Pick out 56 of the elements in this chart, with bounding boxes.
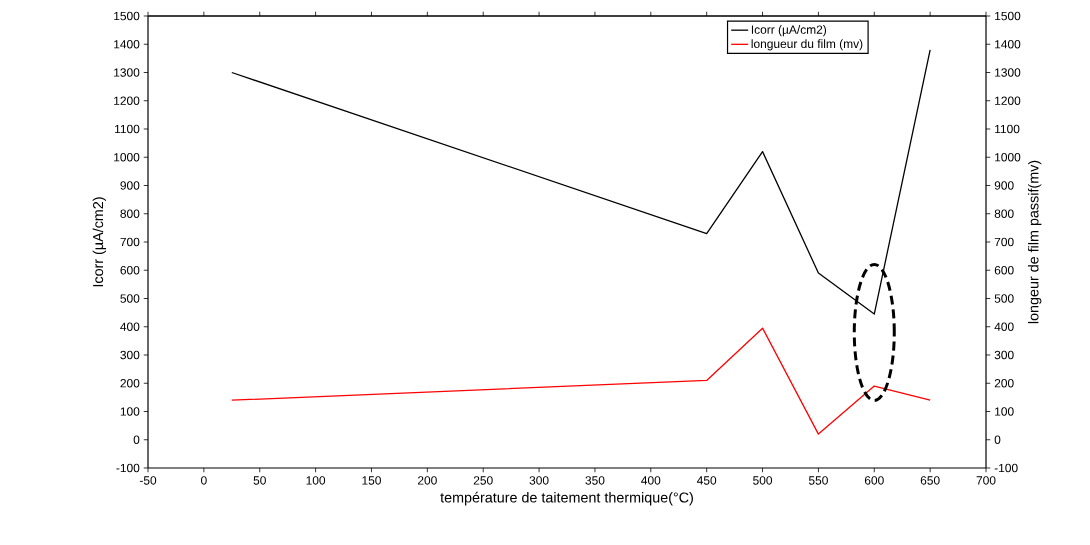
x-tick-label: 600 — [864, 476, 884, 485]
y2-tick-label: 1100 — [995, 124, 1020, 134]
y2-tick-label: 700 — [994, 237, 1014, 247]
y-tick-label: 100 — [120, 407, 140, 416]
x-tick-label: 450 — [696, 476, 717, 485]
y-axis-title: Icorr (µA/cm2) — [92, 197, 106, 287]
y-tick-label: 1100 — [115, 124, 140, 134]
x-tick-label: 350 — [585, 476, 605, 485]
x-axis-title: température de taitement thermique(°C) — [440, 491, 693, 506]
y2-tick-label: 900 — [994, 181, 1014, 190]
y-tick-label: 700 — [120, 237, 140, 247]
y2-tick-label: 400 — [994, 322, 1014, 331]
y-tick-label: 1300 — [114, 68, 140, 77]
x-tick-label: 0 — [201, 476, 207, 485]
x-tick-label: 300 — [529, 476, 549, 485]
x-tick-label: 700 — [976, 476, 996, 485]
y-tick-label: 600 — [120, 266, 140, 275]
y2-tick-label: 1000 — [995, 153, 1021, 162]
y2-tick-label: 600 — [994, 266, 1014, 275]
y-tick-label: -100 — [116, 463, 140, 473]
y-tick-label: 1200 — [114, 96, 140, 105]
x-tick-label: 650 — [920, 476, 940, 485]
y-tick-label: 1000 — [114, 153, 140, 162]
x-tick-label: 250 — [473, 476, 493, 485]
y-tick-label: 400 — [120, 322, 140, 331]
y-tick-label: 500 — [120, 294, 140, 303]
x-tick-label: 50 — [253, 476, 266, 485]
y2-tick-label: 800 — [994, 209, 1014, 218]
y2-tick-label: 1400 — [995, 40, 1021, 49]
y-tick-label: 900 — [120, 181, 140, 190]
y-tick-label: 1500 — [114, 11, 140, 21]
y2-tick-label: 0 — [994, 435, 1001, 444]
x-tick-label: 100 — [306, 476, 326, 485]
x-tick-label: 150 — [362, 476, 381, 485]
y2-tick-label: 500 — [994, 294, 1014, 303]
x-tick-label: -50 — [139, 476, 157, 485]
x-tick-label: 500 — [753, 476, 773, 485]
y-tick-label: 1400 — [114, 40, 140, 49]
x-tick-label: 200 — [417, 476, 437, 485]
legend-label: longueur du film (mv) — [751, 39, 863, 51]
y-tick-label: 300 — [120, 350, 140, 360]
y2-tick-label: 200 — [994, 379, 1014, 388]
y2-tick-label: 1500 — [995, 11, 1021, 21]
y2-tick-label: 1300 — [995, 68, 1021, 77]
y2-tick-label: 100 — [995, 407, 1014, 416]
y2-tick-label: 1200 — [995, 96, 1021, 105]
legend-label: Icorr (µA/cm2) — [751, 25, 827, 37]
y-tick-label: 200 — [120, 379, 140, 388]
y2-tick-label: 300 — [994, 350, 1014, 360]
y-tick-label: 800 — [120, 209, 140, 218]
line-series — [231, 327, 931, 435]
x-tick-label: 400 — [641, 476, 661, 485]
y2-tick-label: -100 — [994, 463, 1018, 473]
y2-axis-title: longeur de film passif(mv) — [1028, 160, 1042, 324]
x-tick-label: 550 — [808, 476, 828, 485]
y-tick-label: 0 — [133, 435, 140, 444]
